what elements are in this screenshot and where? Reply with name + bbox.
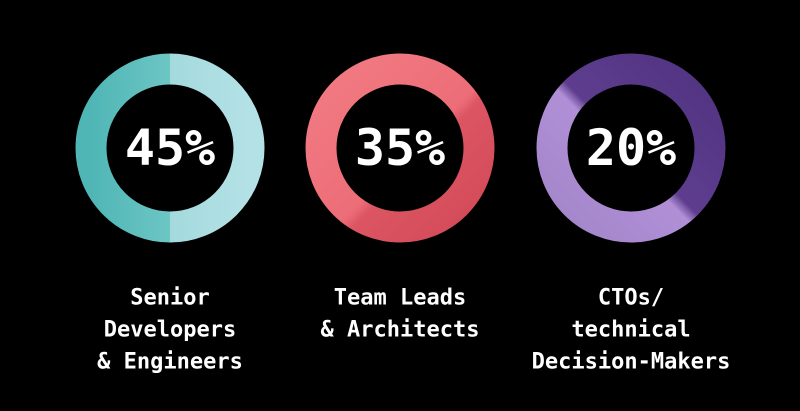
ring [305,53,495,243]
label-line: technical [571,318,690,343]
ring [75,53,265,243]
label-line: Developers [104,318,236,343]
label-line: CTOs/ [598,286,664,311]
label-line: & Engineers [97,350,243,375]
label-line: Senior [130,286,209,311]
percentage: 20% [586,119,676,177]
label-line: Team Leads [334,286,466,311]
item-group: 45% Senior Developers & Engineers 35% Team Le… [75,53,731,375]
percentage: 35% [355,119,445,177]
percentage: 45% [125,119,215,177]
label-line: & Architects [321,318,480,343]
ring [536,53,726,243]
label-line: Decision-Makers [532,350,731,375]
